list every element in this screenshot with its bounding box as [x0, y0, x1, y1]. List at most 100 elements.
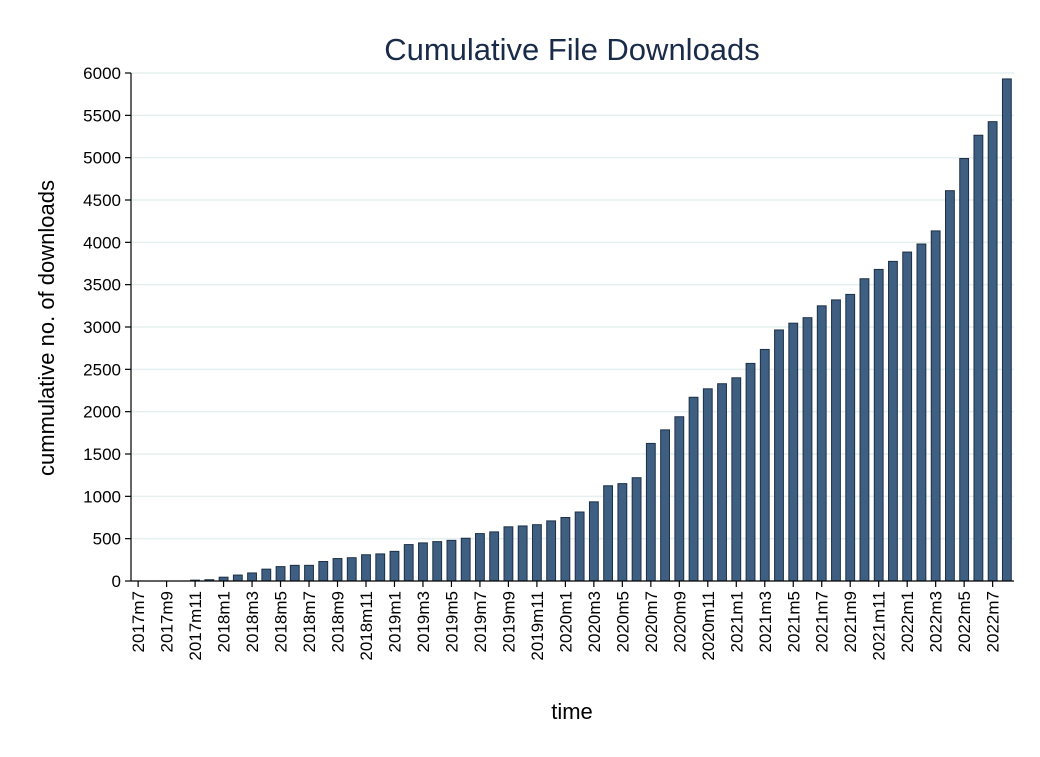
x-tick-label: 2021m9 — [841, 591, 860, 652]
bar — [930, 230, 941, 582]
x-tick-label: 2022m3 — [927, 591, 946, 652]
bar — [275, 566, 286, 582]
x-tick-label: 2019m5 — [442, 591, 461, 652]
x-tick-label: 2021m11 — [870, 591, 889, 661]
bar — [446, 539, 457, 582]
y-tick-label: 3500 — [83, 276, 121, 295]
x-axis-title: time — [551, 699, 593, 724]
bar — [517, 525, 528, 582]
bar — [873, 268, 884, 582]
x-tick-label: 2021m1 — [727, 591, 746, 652]
x-tick-label: 2018m1 — [215, 591, 234, 652]
x-tick-label: 2019m11 — [528, 591, 547, 661]
y-tick-label: 4500 — [83, 191, 121, 210]
axes: 0 500 1000 1500 2000 2500 3000 3500 4000 4500 5000… — [83, 64, 1014, 661]
x-tick-label: 2018m5 — [272, 591, 291, 652]
bar — [816, 305, 827, 582]
bar — [346, 557, 357, 582]
y-tick-label: 6000 — [83, 64, 121, 83]
bar — [774, 329, 784, 582]
bar — [489, 531, 500, 582]
x-tick-label: 2019m7 — [471, 591, 490, 652]
bar — [702, 388, 713, 582]
bar — [247, 572, 257, 582]
y-tick-label: 2000 — [83, 403, 121, 422]
y-tick-label: 4000 — [83, 233, 121, 252]
bar — [645, 442, 656, 582]
bar — [1001, 78, 1012, 582]
x-tick-label: 2019m1 — [385, 591, 404, 652]
bar — [945, 190, 955, 582]
y-tick-label: 3000 — [83, 318, 121, 337]
bar — [603, 485, 614, 582]
x-tick-label: 2020m1 — [556, 591, 575, 652]
x-tick-label: 2018m3 — [243, 591, 262, 652]
y-tick-label: 5000 — [83, 149, 121, 168]
y-tick-label: 0 — [112, 572, 121, 591]
bar — [973, 134, 984, 582]
bar — [788, 322, 799, 582]
bar — [475, 533, 485, 582]
bar — [460, 537, 471, 582]
y-tick-label: 1000 — [83, 487, 121, 506]
x-tick-label: 2020m7 — [642, 591, 661, 652]
bar — [831, 299, 841, 582]
x-tick-label: 2020m3 — [585, 591, 604, 652]
x-tick-label: 2021m3 — [756, 591, 775, 652]
bar — [232, 574, 243, 582]
bar — [631, 477, 642, 582]
y-tick-label: 5500 — [83, 106, 121, 125]
bar — [403, 544, 414, 582]
bar — [531, 524, 542, 582]
bar — [959, 158, 970, 582]
bar — [745, 362, 756, 582]
bar — [859, 278, 870, 582]
bar — [560, 517, 571, 582]
bar — [759, 348, 770, 582]
x-tick-label: 2019m3 — [414, 591, 433, 652]
y-tick-label: 1500 — [83, 445, 121, 464]
x-tick-label: 2017m9 — [158, 591, 177, 652]
bar — [588, 501, 599, 582]
y-tick-label: 500 — [93, 530, 121, 549]
x-tick-label: 2022m7 — [984, 591, 1003, 652]
bar — [845, 293, 856, 582]
bar — [361, 554, 371, 582]
bar — [389, 550, 400, 582]
x-tick-label: 2022m5 — [955, 591, 974, 652]
x-tick-label: 2018m11 — [357, 591, 376, 661]
x-tick-label: 2022m1 — [898, 591, 917, 652]
bar — [902, 251, 913, 582]
bar — [418, 542, 428, 582]
bar — [304, 564, 314, 582]
x-tick-label: 2017m7 — [129, 591, 148, 652]
bar — [717, 383, 727, 582]
bar — [802, 317, 813, 582]
bar — [375, 553, 386, 582]
x-tick-label: 2019m9 — [499, 591, 518, 652]
bar — [888, 260, 898, 582]
x-tick-label: 2021m7 — [813, 591, 832, 652]
bars — [190, 78, 1012, 582]
bar — [289, 564, 300, 582]
y-tick-label: 2500 — [83, 360, 121, 379]
chart-title: Cumulative File Downloads — [384, 32, 760, 67]
gridlines — [131, 72, 1014, 540]
x-tick-label: 2020m11 — [699, 591, 718, 661]
y-axis-title: cummulative no. of downloads — [34, 180, 59, 476]
x-tick-label: 2020m5 — [613, 591, 632, 652]
bar — [617, 483, 628, 582]
bar — [674, 416, 685, 582]
bar — [332, 558, 343, 582]
x-tick-label: 2021m5 — [784, 591, 803, 652]
bar — [546, 520, 557, 582]
bar — [503, 526, 514, 582]
bar — [987, 121, 998, 582]
x-tick-label: 2018m9 — [329, 591, 348, 652]
x-tick-label: 2018m7 — [300, 591, 319, 652]
bar — [916, 243, 927, 582]
bar — [574, 511, 585, 582]
bar — [432, 541, 443, 582]
x-tick-label: 2020m9 — [670, 591, 689, 652]
